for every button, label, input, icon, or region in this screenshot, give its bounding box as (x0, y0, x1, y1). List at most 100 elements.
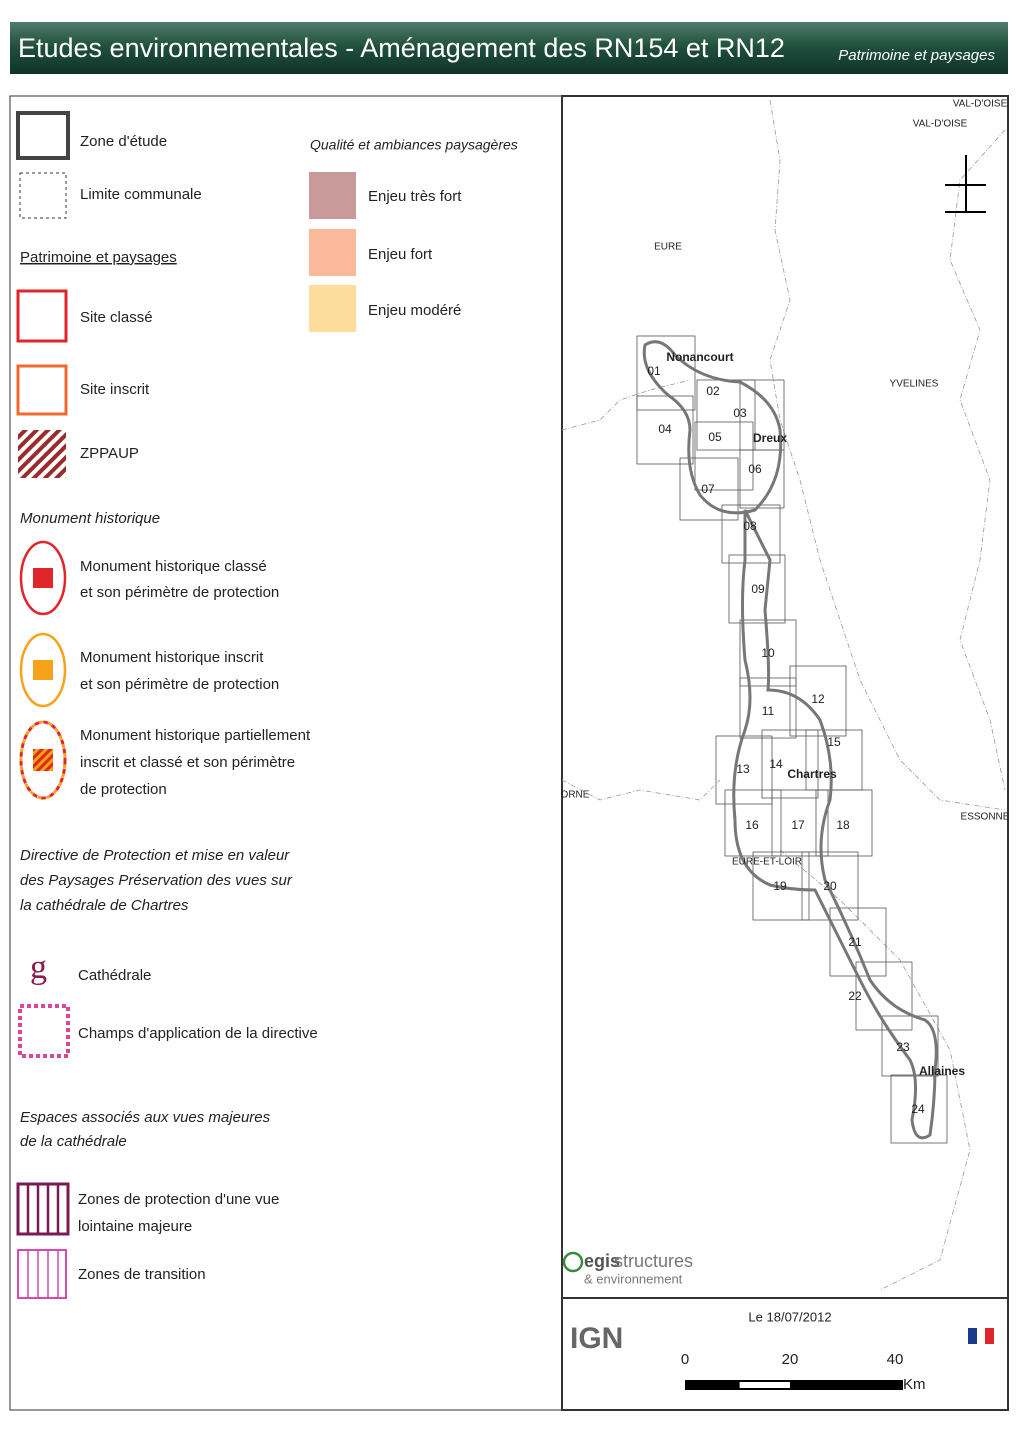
tile-label: 08 (743, 519, 757, 533)
tile-label: 10 (761, 646, 775, 660)
tile (636, 335, 696, 411)
tile-label: 01 (647, 364, 661, 378)
tile-label: 22 (848, 989, 862, 1003)
legend-heading: de la cathédrale (20, 1133, 127, 1150)
logo: structures (614, 1251, 693, 1271)
legend-heading: Monument historique (20, 510, 160, 527)
town-label: Dreux (753, 431, 787, 445)
legend-label: inscrit et classé et son périmètre (80, 754, 295, 771)
tile-label: 24 (911, 1102, 925, 1116)
department-label: YVELINES (890, 379, 939, 390)
boundaries (561, 99, 1006, 1291)
legend-label: lointaine majeure (78, 1218, 192, 1235)
tile (728, 554, 786, 624)
tile (752, 851, 810, 921)
legend-label: de protection (80, 781, 167, 798)
date: Le 18/07/2012 (748, 1309, 831, 1324)
tile (721, 504, 781, 564)
logo: & environnement (584, 1271, 683, 1286)
legend-label: Zone d'étude (80, 133, 167, 150)
scale-unit: Km (903, 1376, 926, 1393)
legend-label: Monument historique inscrit (80, 649, 264, 666)
legend-label: Monument historique partiellement (80, 727, 311, 744)
ign-logo: IGN (570, 1322, 623, 1355)
tile-label: 20 (823, 879, 837, 893)
tile-label: 03 (733, 406, 747, 420)
scale-bar-outline (685, 1380, 903, 1390)
legend-label: Enjeu fort (368, 246, 433, 263)
tile-label: 06 (748, 462, 762, 476)
tile-label: 11 (762, 704, 775, 718)
legend-label: ZPPAUP (80, 445, 139, 462)
tile (761, 729, 819, 799)
town-label: Allaines (919, 1064, 965, 1078)
tile-label: 19 (773, 879, 787, 893)
legend-label: Zones de transition (78, 1266, 206, 1283)
legend-heading: Qualité et ambiances paysagères (310, 137, 518, 153)
tile-label: 15 (827, 735, 841, 749)
scale-label: 20 (782, 1351, 799, 1368)
flag (977, 1328, 985, 1344)
legend-label: Zones de protection d'une vue (78, 1191, 279, 1208)
legend-heading: Patrimoine et paysages (20, 249, 177, 266)
map-labels: 01 02 03 04 05 06 07 08 09 10 11 12 13 14 15 16 17 18 19 20… (561, 99, 1010, 1117)
department-label: EURE (654, 242, 682, 253)
department-label: EURE-ET-LOIR (732, 857, 802, 868)
tile-label: 02 (706, 384, 720, 398)
scale-bar-segment (739, 1382, 790, 1388)
legend-heading: des Paysages Préservation des vues sur (20, 872, 293, 889)
tile (636, 395, 694, 465)
tile (890, 1074, 948, 1144)
tile-label: 12 (811, 692, 825, 706)
tile-label: 09 (751, 582, 765, 596)
tile (771, 789, 829, 857)
tile (855, 961, 913, 1031)
tile-label: 17 (791, 818, 805, 832)
legend-label: Cathédrale (78, 967, 151, 984)
tile-label: 21 (848, 935, 862, 949)
north-arrow (945, 155, 986, 213)
department-label: ORNE (561, 790, 590, 801)
cathedral-symbol: g (30, 949, 47, 986)
legend-label: et son périmètre de protection (80, 676, 279, 693)
tile-label: 18 (836, 818, 850, 832)
scale-label: 40 (887, 1351, 904, 1368)
tile-label: 07 (701, 482, 715, 496)
tile-label: 23 (896, 1040, 910, 1054)
scale-bar: 0 20 40 Km (681, 1351, 926, 1393)
legend-heading: Espaces associés aux vues majeures (20, 1109, 271, 1126)
legend-label: Enjeu modéré (368, 302, 461, 319)
scale-label: 0 (681, 1351, 689, 1368)
legend-label: Monument historique classé (80, 558, 267, 575)
tile-label: 14 (769, 757, 783, 771)
town-label: Chartres (787, 767, 837, 781)
flag (985, 1328, 994, 1344)
tile (815, 789, 873, 857)
legend-label: Enjeu très fort (368, 188, 462, 205)
town-label: Nonancourt (666, 350, 733, 364)
legend-label: Champs d'application de la directive (78, 1025, 318, 1042)
tile-label: 04 (658, 422, 672, 436)
legend-label: Site inscrit (80, 381, 150, 398)
legend-heading: Directive de Protection et mise en valeu… (20, 847, 290, 864)
legend-label: Limite communale (80, 186, 202, 203)
tiles (636, 335, 948, 1144)
tile (739, 449, 785, 509)
route (642, 340, 938, 1140)
department-label: VAL-D'OISE (913, 119, 968, 130)
title: Etudes environnementales - Aménagement d… (18, 33, 785, 63)
tile (679, 457, 739, 521)
legend-heading: la cathédrale de Chartres (20, 897, 189, 914)
subtitle: Patrimoine et paysages (838, 47, 995, 64)
map-frame (561, 95, 1009, 1411)
tile-label: 05 (708, 430, 722, 444)
legend-label: Site classé (80, 309, 153, 326)
logo-mark (562, 1251, 584, 1273)
header-bar (10, 22, 1008, 74)
department-label: VAL-D'OISE (953, 99, 1008, 110)
tile (694, 421, 754, 491)
department-label: ESSONNE (961, 812, 1010, 823)
legend: Zone d'étude Limite communale Patrimoine… (16, 111, 518, 1299)
logo: egis (584, 1251, 620, 1271)
